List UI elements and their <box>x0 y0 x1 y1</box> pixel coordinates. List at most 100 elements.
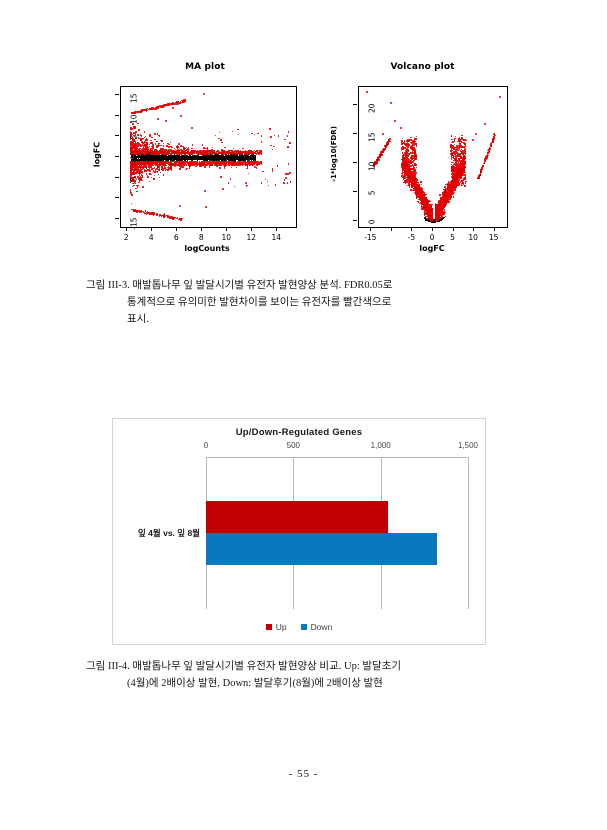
data-point <box>162 169 164 172</box>
data-point <box>146 157 148 160</box>
data-point <box>169 141 171 143</box>
data-point <box>131 153 133 156</box>
data-point <box>131 155 133 157</box>
data-point <box>150 176 153 179</box>
data-point <box>216 165 218 167</box>
data-point <box>183 147 185 149</box>
data-point <box>224 152 227 154</box>
data-point <box>236 164 239 166</box>
data-point <box>223 163 225 166</box>
data-point <box>170 146 173 149</box>
data-point <box>168 146 170 148</box>
data-point <box>150 173 153 176</box>
data-point <box>204 153 206 155</box>
data-point <box>193 152 196 155</box>
data-point <box>247 158 249 160</box>
data-point <box>148 153 150 155</box>
data-point <box>255 150 257 153</box>
data-point <box>181 166 183 168</box>
data-point <box>143 153 145 155</box>
data-point <box>162 158 165 160</box>
data-point <box>140 139 142 141</box>
figure-3-plots: MA plot 2 4 6 8 10 12 14 -15 -5 0 5 10 15 logCounts … <box>85 58 525 263</box>
data-point <box>199 156 201 158</box>
data-point <box>158 169 161 171</box>
data-point <box>139 156 141 159</box>
data-point <box>141 176 144 178</box>
data-point <box>147 176 149 178</box>
data-point <box>185 168 187 171</box>
data-point <box>162 150 165 152</box>
data-point <box>248 156 251 158</box>
data-point <box>260 152 263 154</box>
data-point <box>165 168 167 171</box>
data-point <box>164 157 166 160</box>
data-point <box>143 131 146 133</box>
data-point <box>243 158 245 161</box>
data-point <box>182 166 185 168</box>
data-point <box>161 157 163 159</box>
data-point <box>232 147 235 150</box>
data-point <box>140 152 142 155</box>
data-point <box>231 157 233 159</box>
data-point <box>226 157 229 159</box>
data-point <box>221 156 223 158</box>
data-point <box>170 167 172 169</box>
data-point <box>217 157 219 159</box>
data-point <box>162 142 165 144</box>
ma-plot: MA plot 2 4 6 8 10 12 14 -15 -5 0 5 10 15 logCounts … <box>85 58 325 263</box>
data-point <box>173 154 176 156</box>
data-point <box>215 161 217 163</box>
data-point <box>181 158 183 160</box>
data-point <box>179 168 181 170</box>
data-point <box>149 134 151 136</box>
data-point <box>139 179 141 181</box>
data-point <box>149 170 152 172</box>
data-point <box>190 155 192 157</box>
data-point <box>203 156 205 158</box>
data-point <box>147 158 149 160</box>
data-point <box>154 154 156 157</box>
data-point <box>193 154 195 157</box>
data-point <box>150 139 152 142</box>
data-point <box>143 162 145 164</box>
data-point <box>172 164 174 166</box>
data-point <box>180 158 182 160</box>
ma-plot-title: MA plot <box>185 62 225 72</box>
data-point <box>206 147 209 149</box>
data-point <box>153 174 156 176</box>
data-point <box>159 171 162 174</box>
data-point <box>187 146 190 149</box>
data-point <box>159 144 161 147</box>
data-point <box>158 157 160 159</box>
data-point <box>135 156 138 158</box>
data-point <box>188 167 191 169</box>
data-point <box>235 157 237 159</box>
data-point <box>188 164 190 166</box>
data-point <box>168 163 170 166</box>
data-point <box>183 157 185 159</box>
data-point <box>152 144 154 146</box>
data-point <box>181 150 183 152</box>
data-point <box>140 135 143 137</box>
data-point <box>130 202 133 204</box>
data-point <box>156 161 158 163</box>
data-point <box>237 157 239 160</box>
data-point <box>133 157 136 159</box>
data-point <box>148 180 151 183</box>
data-point <box>253 157 255 159</box>
data-point <box>153 159 156 161</box>
data-point <box>156 146 158 148</box>
data-point <box>175 156 177 158</box>
data-point <box>134 163 136 165</box>
data-point <box>162 145 165 147</box>
data-point <box>241 157 244 159</box>
data-point <box>195 165 197 168</box>
data-point <box>141 179 143 182</box>
data-point <box>158 167 161 169</box>
data-point <box>176 158 178 160</box>
data-point <box>174 165 176 167</box>
data-point <box>160 144 163 146</box>
data-point <box>156 171 159 173</box>
